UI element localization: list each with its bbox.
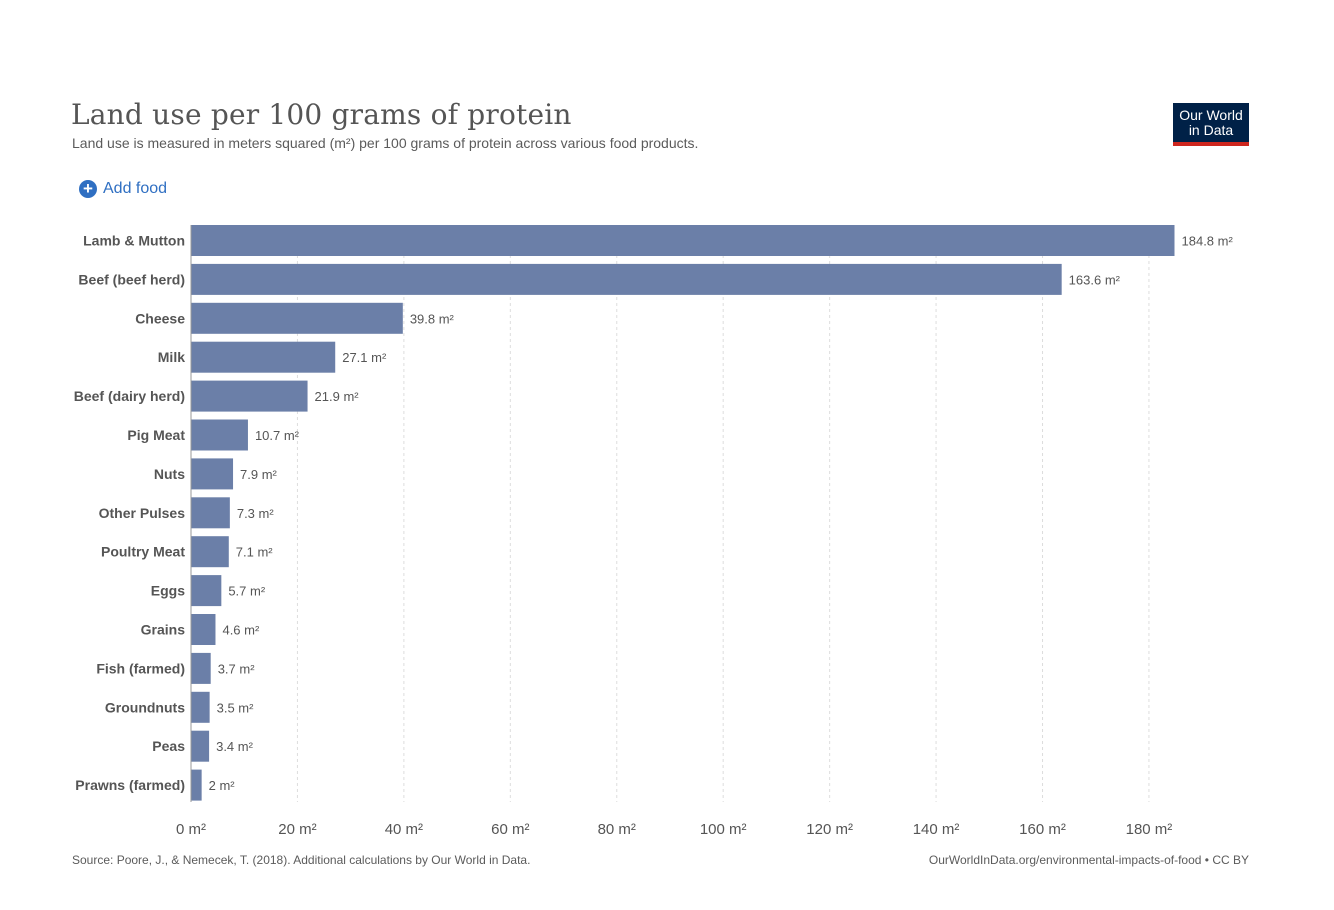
category-label: Grains [141, 622, 186, 638]
source-note: Source: Poore, J., & Nemecek, T. (2018).… [72, 853, 531, 867]
value-label: 5.7 m² [228, 584, 266, 599]
bar[interactable] [191, 497, 230, 529]
value-label: 2 m² [209, 778, 236, 793]
category-label: Groundnuts [105, 699, 185, 715]
value-label: 21.9 m² [315, 389, 360, 404]
bar[interactable] [191, 263, 1062, 295]
x-tick-label: 100 m² [700, 821, 747, 838]
x-tick-label: 80 m² [598, 821, 636, 838]
bar[interactable] [191, 769, 202, 801]
plus-circle-icon: + [79, 180, 97, 198]
value-label: 3.5 m² [217, 700, 255, 715]
add-food-label: Add food [103, 180, 168, 197]
bar-chart: 0 m² 20 m² 40 m² 60 m² 80 m² 100 m² 120 m² 140 … [74, 225, 1234, 838]
owid-logo[interactable]: Our World in Data [1173, 103, 1249, 146]
bar[interactable] [191, 225, 1175, 256]
value-label: 39.8 m² [410, 311, 455, 326]
bar[interactable] [191, 691, 210, 723]
category-label: Eggs [151, 583, 185, 599]
x-tick-label: 160 m² [1019, 821, 1066, 838]
value-label: 3.7 m² [218, 661, 256, 676]
category-label: Cheese [135, 310, 185, 326]
chart-subtitle: Land use is measured in meters squared (… [72, 135, 699, 151]
credit-link[interactable]: OurWorldInData.org/environmental-impacts… [928, 853, 1249, 867]
category-label: Fish (farmed) [96, 660, 185, 676]
bar[interactable] [191, 614, 216, 645]
x-tick-label: 40 m² [385, 821, 423, 838]
logo-line-1: Our World [1179, 106, 1243, 123]
value-label: 3.4 m² [216, 739, 254, 754]
category-label: Prawns (farmed) [75, 777, 185, 793]
category-label: Beef (beef herd) [78, 271, 185, 287]
category-label: Milk [158, 349, 185, 365]
category-label: Poultry Meat [101, 544, 185, 560]
x-tick-label: 140 m² [913, 821, 960, 838]
add-food-button[interactable]: + Add food [79, 180, 167, 198]
bar[interactable] [191, 302, 403, 334]
bar[interactable] [191, 730, 210, 762]
x-tick-label: 0 m² [176, 821, 206, 838]
x-tick-label: 60 m² [491, 821, 529, 838]
category-label: Other Pulses [99, 505, 186, 521]
x-tick-label: 20 m² [278, 821, 316, 838]
value-label: 7.1 m² [236, 545, 274, 560]
bar[interactable] [191, 458, 234, 490]
logo-line-2: in Data [1188, 121, 1234, 138]
value-label: 4.6 m² [222, 623, 260, 638]
chart-title: Land use per 100 grams of protein [71, 98, 572, 131]
category-label: Lamb & Mutton [83, 233, 185, 249]
x-tick-label: 120 m² [806, 821, 853, 838]
category-label: Beef (dairy herd) [74, 388, 185, 404]
value-label: 7.3 m² [237, 506, 275, 521]
bar[interactable] [191, 575, 222, 607]
bar[interactable] [191, 341, 336, 373]
bar[interactable] [191, 536, 229, 568]
value-label: 163.6 m² [1069, 272, 1121, 287]
category-label: Pig Meat [127, 427, 185, 443]
value-label: 10.7 m² [255, 428, 300, 443]
bar[interactable] [191, 652, 211, 684]
bar[interactable] [191, 380, 308, 412]
value-label: 184.8 m² [1182, 234, 1234, 249]
value-label: 7.9 m² [240, 467, 278, 482]
value-label: 27.1 m² [342, 350, 387, 365]
bar[interactable] [191, 419, 248, 451]
category-label: Nuts [154, 466, 185, 482]
x-tick-label: 180 m² [1126, 821, 1173, 838]
category-label: Peas [152, 738, 185, 754]
